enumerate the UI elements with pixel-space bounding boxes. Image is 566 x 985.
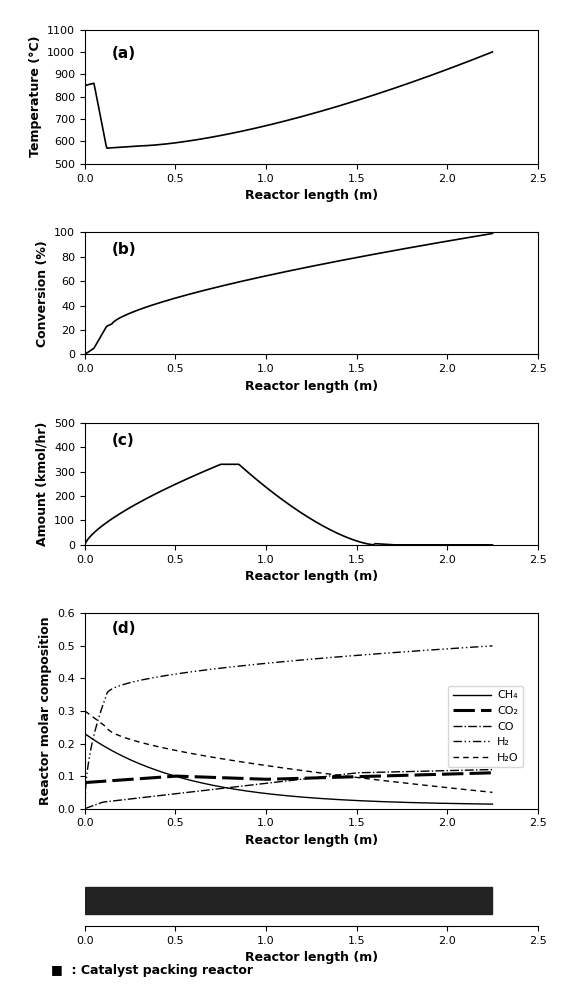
CO₂ bbox=[415, 769, 422, 781]
CO₂ bbox=[275, 773, 282, 785]
X-axis label: Reactor length (m): Reactor length (m) bbox=[245, 379, 378, 393]
H₂O bbox=[277, 761, 284, 773]
H₂O bbox=[489, 786, 496, 798]
CO bbox=[277, 775, 284, 787]
CH₄ bbox=[415, 797, 422, 809]
Line: H₂: H₂ bbox=[85, 646, 492, 809]
Text: (a): (a) bbox=[112, 45, 136, 61]
CO₂ bbox=[489, 767, 496, 779]
Line: CO: CO bbox=[85, 769, 492, 809]
CO₂ bbox=[302, 772, 309, 784]
CH₄ bbox=[489, 798, 496, 810]
CO bbox=[275, 776, 282, 788]
H₂ bbox=[82, 803, 88, 815]
H₂ bbox=[277, 656, 284, 668]
X-axis label: Reactor length (m): Reactor length (m) bbox=[245, 570, 378, 583]
CO bbox=[489, 763, 496, 775]
X-axis label: Reactor length (m): Reactor length (m) bbox=[245, 952, 378, 964]
CH₄ bbox=[277, 789, 284, 801]
Y-axis label: Temperature (°C): Temperature (°C) bbox=[29, 35, 42, 158]
CO bbox=[415, 765, 422, 777]
CO bbox=[324, 770, 331, 782]
CH₄ bbox=[82, 728, 88, 740]
CO bbox=[479, 764, 486, 776]
H₂O bbox=[324, 768, 331, 780]
CH₄ bbox=[324, 793, 331, 805]
CO₂ bbox=[479, 767, 486, 779]
Line: CO₂: CO₂ bbox=[85, 773, 492, 782]
H₂O bbox=[415, 779, 422, 791]
Line: CH₄: CH₄ bbox=[85, 734, 492, 804]
Legend: CH₄, CO₂, CO, H₂, H₂O: CH₄, CO₂, CO, H₂, H₂O bbox=[448, 686, 523, 767]
H₂O bbox=[302, 765, 309, 777]
Line: H₂O: H₂O bbox=[85, 711, 492, 792]
Text: (b): (b) bbox=[112, 242, 137, 257]
H₂ bbox=[489, 640, 496, 652]
CH₄ bbox=[302, 791, 309, 803]
CO bbox=[302, 773, 309, 785]
H₂O bbox=[275, 761, 282, 773]
Text: ■  : Catalyst packing reactor: ■ : Catalyst packing reactor bbox=[51, 964, 253, 977]
CH₄ bbox=[275, 789, 282, 801]
Y-axis label: Amount (kmol/hr): Amount (kmol/hr) bbox=[36, 422, 49, 546]
H₂O bbox=[82, 705, 88, 717]
CO₂ bbox=[277, 773, 284, 785]
H₂ bbox=[479, 640, 486, 652]
Y-axis label: Conversion (%): Conversion (%) bbox=[36, 240, 49, 347]
CO₂ bbox=[82, 776, 88, 788]
X-axis label: Reactor length (m): Reactor length (m) bbox=[245, 189, 378, 202]
X-axis label: Reactor length (m): Reactor length (m) bbox=[245, 834, 378, 847]
H₂ bbox=[324, 652, 331, 664]
CO bbox=[82, 803, 88, 815]
H₂ bbox=[302, 654, 309, 666]
CH₄ bbox=[479, 798, 486, 810]
CO₂ bbox=[324, 771, 331, 783]
Text: (c): (c) bbox=[112, 432, 135, 447]
Text: (d): (d) bbox=[112, 622, 136, 636]
Bar bbox=[85, 886, 492, 914]
H₂O bbox=[479, 785, 486, 797]
Y-axis label: Reactor molar composition: Reactor molar composition bbox=[39, 617, 52, 806]
H₂ bbox=[415, 645, 422, 657]
H₂ bbox=[275, 656, 282, 668]
